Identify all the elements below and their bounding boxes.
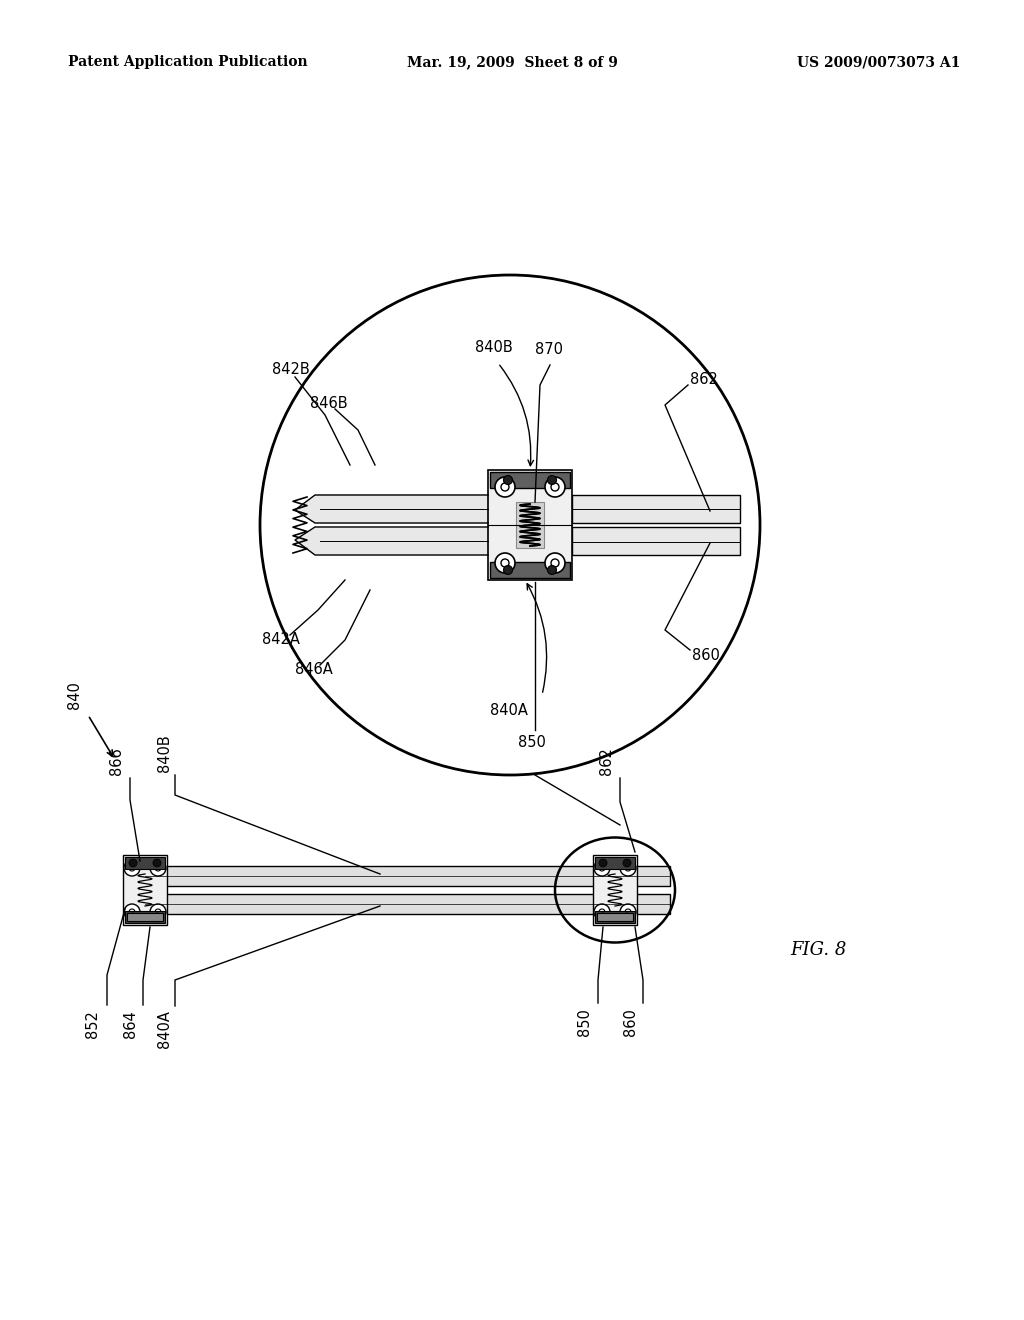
Circle shape — [129, 865, 135, 871]
Bar — [123, 855, 167, 925]
Bar — [125, 911, 165, 923]
Circle shape — [155, 865, 161, 871]
Text: Patent Application Publication: Patent Application Publication — [68, 55, 307, 69]
Circle shape — [623, 859, 631, 867]
Bar — [595, 911, 635, 923]
Text: 840A: 840A — [490, 704, 528, 718]
Circle shape — [599, 859, 607, 867]
Bar — [488, 470, 572, 579]
Circle shape — [153, 859, 161, 867]
Text: 850: 850 — [518, 735, 546, 750]
Circle shape — [504, 565, 512, 574]
Circle shape — [129, 913, 137, 921]
Bar — [572, 495, 740, 523]
Text: 840B: 840B — [158, 734, 172, 772]
Bar — [597, 913, 633, 921]
Circle shape — [594, 904, 610, 920]
Bar — [597, 859, 633, 867]
Circle shape — [124, 861, 140, 876]
Circle shape — [501, 558, 509, 568]
Bar — [490, 473, 570, 488]
Text: 862: 862 — [690, 372, 718, 388]
Text: 840: 840 — [68, 681, 83, 709]
Text: 842B: 842B — [272, 363, 309, 378]
Text: Mar. 19, 2009  Sheet 8 of 9: Mar. 19, 2009 Sheet 8 of 9 — [407, 55, 617, 69]
Text: 852: 852 — [85, 1010, 100, 1038]
Circle shape — [129, 909, 135, 915]
Circle shape — [155, 909, 161, 915]
Circle shape — [150, 861, 166, 876]
Bar — [595, 857, 635, 869]
Circle shape — [620, 904, 636, 920]
Circle shape — [620, 861, 636, 876]
Bar — [516, 502, 544, 548]
Circle shape — [548, 565, 556, 574]
Text: 840B: 840B — [475, 341, 513, 355]
Bar — [127, 859, 163, 867]
Circle shape — [545, 553, 565, 573]
Bar — [593, 855, 637, 925]
Text: 864: 864 — [123, 1010, 137, 1038]
Polygon shape — [295, 495, 488, 523]
Circle shape — [129, 859, 137, 867]
Circle shape — [150, 904, 166, 920]
Text: FIG. 8: FIG. 8 — [790, 941, 847, 960]
Polygon shape — [295, 527, 488, 554]
Circle shape — [625, 909, 631, 915]
Circle shape — [153, 913, 161, 921]
Circle shape — [623, 913, 631, 921]
Text: 840A: 840A — [158, 1010, 172, 1048]
Text: 846B: 846B — [310, 396, 347, 411]
Circle shape — [599, 909, 605, 915]
Text: 870: 870 — [535, 342, 563, 356]
Circle shape — [545, 477, 565, 498]
Circle shape — [124, 904, 140, 920]
Bar — [490, 562, 570, 578]
Circle shape — [594, 861, 610, 876]
Circle shape — [625, 865, 631, 871]
Circle shape — [599, 913, 607, 921]
Circle shape — [599, 865, 605, 871]
Text: 850: 850 — [578, 1008, 593, 1036]
Circle shape — [548, 475, 556, 484]
Text: 862: 862 — [599, 747, 614, 775]
Text: US 2009/0073073 A1: US 2009/0073073 A1 — [797, 55, 961, 69]
Circle shape — [495, 477, 515, 498]
Circle shape — [495, 553, 515, 573]
Circle shape — [551, 558, 559, 568]
Text: 860: 860 — [692, 648, 720, 663]
Bar — [125, 857, 165, 869]
Text: 866: 866 — [110, 747, 125, 775]
Text: 860: 860 — [623, 1008, 638, 1036]
Bar — [145, 866, 670, 886]
Text: 846A: 846A — [295, 663, 333, 677]
Circle shape — [504, 475, 512, 484]
Circle shape — [501, 483, 509, 491]
Bar — [145, 894, 670, 913]
Bar — [127, 913, 163, 921]
Circle shape — [551, 483, 559, 491]
Text: 842A: 842A — [262, 632, 300, 648]
Bar — [572, 527, 740, 554]
